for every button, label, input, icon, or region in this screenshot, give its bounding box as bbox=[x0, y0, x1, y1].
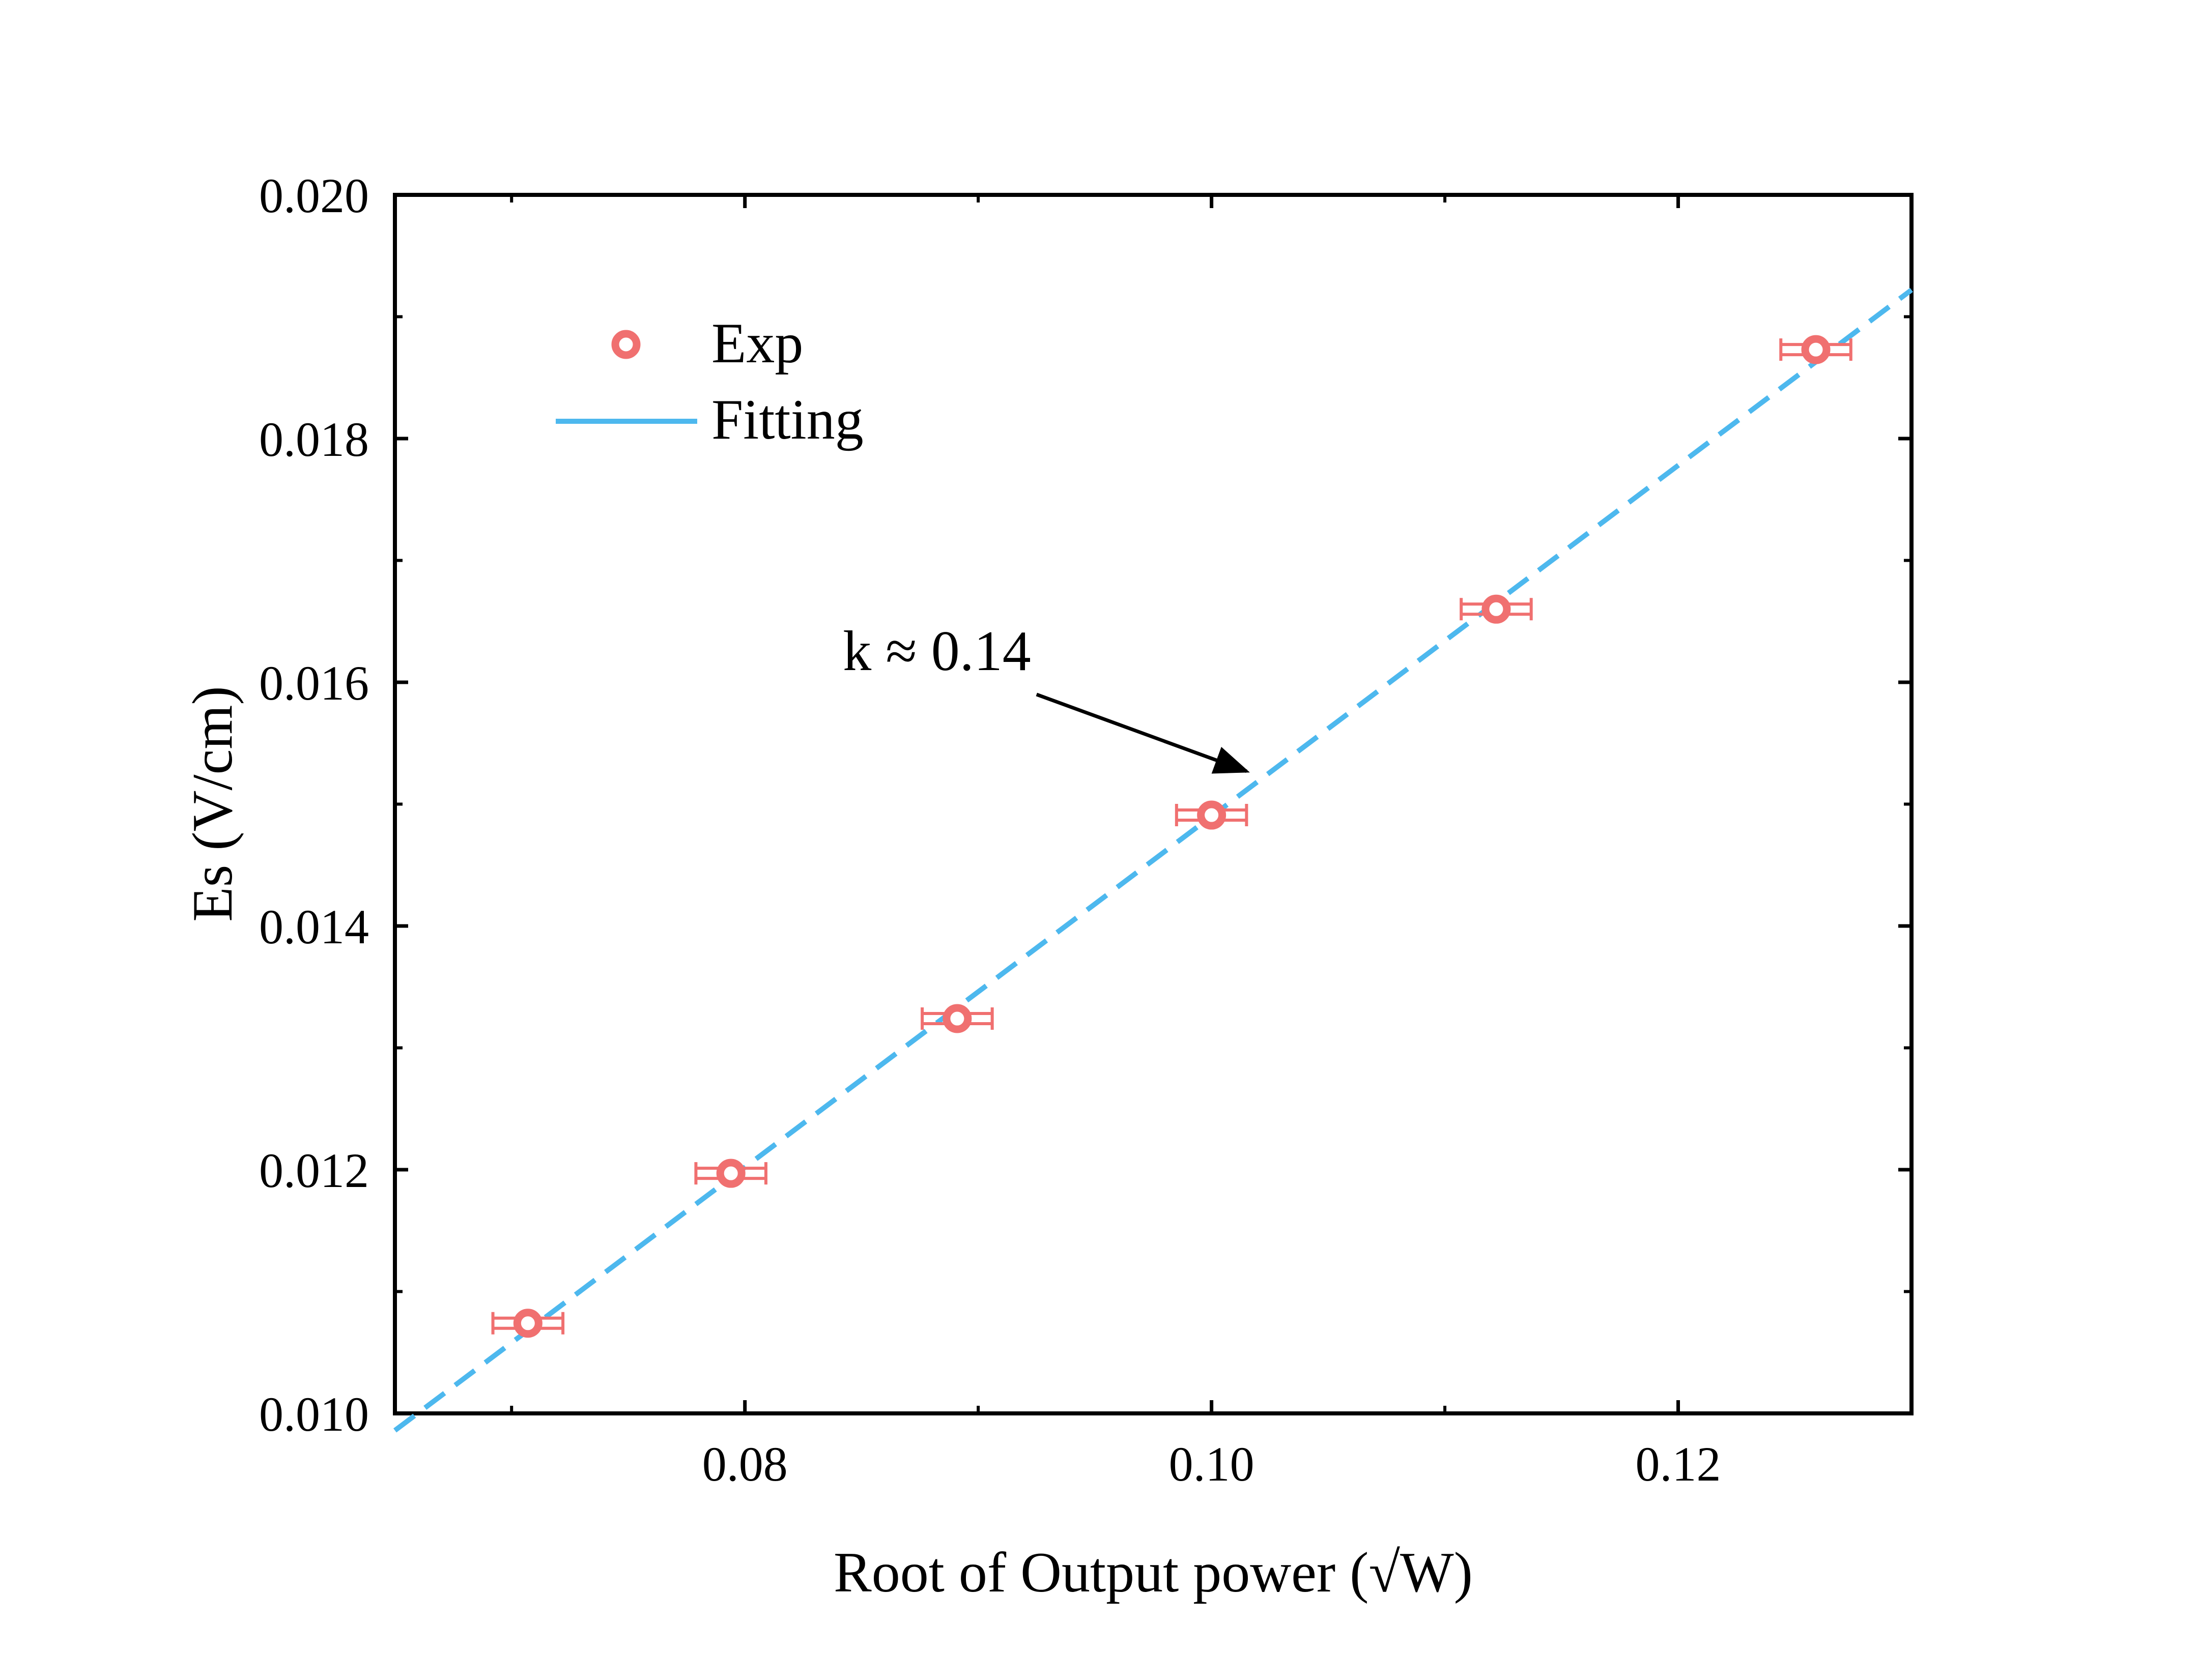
legend-exp-label: Exp bbox=[711, 312, 803, 375]
y-tick-label: 0.018 bbox=[259, 412, 369, 467]
x-axis-label: Root of Output power (√W) bbox=[834, 1541, 1473, 1604]
legend: Exp Fitting bbox=[556, 312, 864, 451]
y-axis-label: Es (V/cm) bbox=[181, 686, 244, 921]
x-tick-label: 0.12 bbox=[1636, 1437, 1721, 1491]
plot-frame bbox=[393, 193, 1914, 1415]
annotation: k ≈ 0.14 bbox=[843, 620, 1250, 774]
data-point bbox=[716, 1158, 746, 1188]
fitting-line bbox=[393, 287, 1914, 1433]
fitting-series bbox=[393, 287, 1914, 1433]
y-tick-label: 0.012 bbox=[259, 1143, 369, 1198]
y-tick-label: 0.020 bbox=[259, 168, 369, 223]
data-point bbox=[1481, 594, 1511, 624]
exp-series bbox=[491, 335, 1852, 1338]
legend-exp-marker bbox=[611, 330, 641, 359]
slope-annotation-text: k ≈ 0.14 bbox=[843, 620, 1031, 683]
y-tick-label: 0.014 bbox=[259, 900, 369, 954]
y-axis: 0.010 0.012 0.014 0.016 0.018 0.020 bbox=[259, 168, 1911, 1441]
x-axis: 0.08 0.10 0.12 bbox=[510, 195, 1721, 1491]
y-tick-label: 0.010 bbox=[259, 1387, 369, 1441]
data-point bbox=[513, 1309, 543, 1338]
data-point bbox=[943, 1004, 972, 1033]
data-point bbox=[1197, 800, 1226, 830]
x-tick-label: 0.08 bbox=[702, 1437, 788, 1491]
y-tick-label: 0.016 bbox=[259, 656, 369, 710]
legend-fitting-label: Fitting bbox=[711, 388, 864, 451]
slope-annotation-arrow bbox=[1036, 692, 1250, 774]
data-point bbox=[1801, 335, 1831, 364]
x-tick-label: 0.10 bbox=[1169, 1437, 1254, 1491]
